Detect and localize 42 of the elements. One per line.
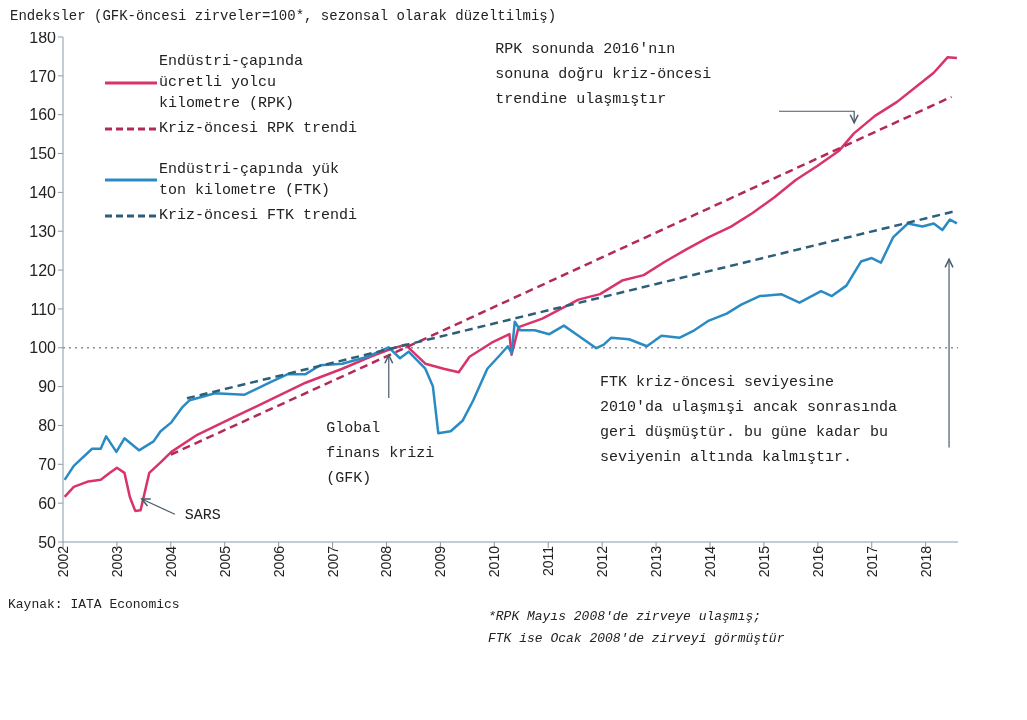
x-tick-label: 2011 — [540, 545, 557, 577]
y-tick-label: 110 — [30, 300, 57, 318]
x-tick-label: 2016 — [809, 545, 826, 578]
chart-title: Endeksler (GFK-öncesi zirveler=100*, sezonsal olarak düzeltilmiş) — [10, 8, 557, 24]
legend-label: Kriz-öncesi RPK trendi — [159, 119, 359, 139]
annotation: Global finans krizi (GFK) — [326, 418, 436, 489]
x-tick-label: 2017 — [863, 545, 880, 578]
y-tick-label: 90 — [38, 378, 57, 396]
y-tick-label: 50 — [38, 533, 57, 551]
x-tick-label: 2009 — [432, 545, 449, 578]
x-tick-label: 2003 — [108, 545, 125, 578]
text: *RPK Mayıs 2008'de zirveye ulaşmış; FTK ise Ocak 2008'de zirveyi görmüştür — [488, 608, 786, 648]
x-tick-label: 2005 — [216, 545, 233, 578]
annotation: SARS — [184, 505, 222, 526]
x-tick-label: 2004 — [162, 545, 179, 578]
annotation: FTK kriz-öncesi seviyesine 2010'da ulaşmışi ancak sonrasında geri düşmüştür. bu güne kadar bu seviyenin altında kalmıştır. — [600, 373, 899, 469]
x-tick-label: 2007 — [324, 545, 341, 578]
x-tick-label: 2014 — [701, 545, 718, 578]
y-tick-label: 130 — [29, 222, 57, 240]
y-tick-label: 80 — [38, 417, 57, 435]
x-tick-label: 2010 — [486, 545, 503, 578]
x-tick-label: 2006 — [270, 545, 287, 578]
y-tick-label: 180 — [29, 28, 57, 46]
y-tick-label: 150 — [29, 145, 57, 163]
x-tick-label: 2013 — [648, 545, 665, 578]
y-tick-label: 70 — [38, 455, 57, 473]
y-tick-label: 140 — [29, 184, 57, 202]
y-tick-label: 170 — [29, 67, 57, 85]
x-tick-label: 2018 — [917, 545, 934, 578]
x-tick-label: 2012 — [594, 545, 611, 578]
y-tick-label: 60 — [38, 494, 57, 512]
y-tick-label: 160 — [29, 106, 57, 124]
x-tick-label: 2015 — [755, 545, 772, 578]
text: Kaynak: IATA Economics — [8, 596, 181, 614]
x-tick-label: 2008 — [378, 545, 395, 578]
legend-label: Endüstri-çapında yük ton kilometre (FTK) — [159, 160, 341, 201]
legend-label: Kriz-öncesi FTK trendi — [159, 206, 359, 226]
legend-label: Endüstri-çapında ücretli yolcu kilometre (RPK) — [159, 52, 305, 114]
x-tick-label: 2002 — [54, 545, 71, 578]
y-tick-label: 100 — [29, 339, 57, 357]
y-tick-label: 120 — [29, 261, 57, 279]
annotation: RPK sonunda 2016'nın sonuna doğru kriz-öncesi trendine ulaşmıştır — [495, 40, 713, 110]
